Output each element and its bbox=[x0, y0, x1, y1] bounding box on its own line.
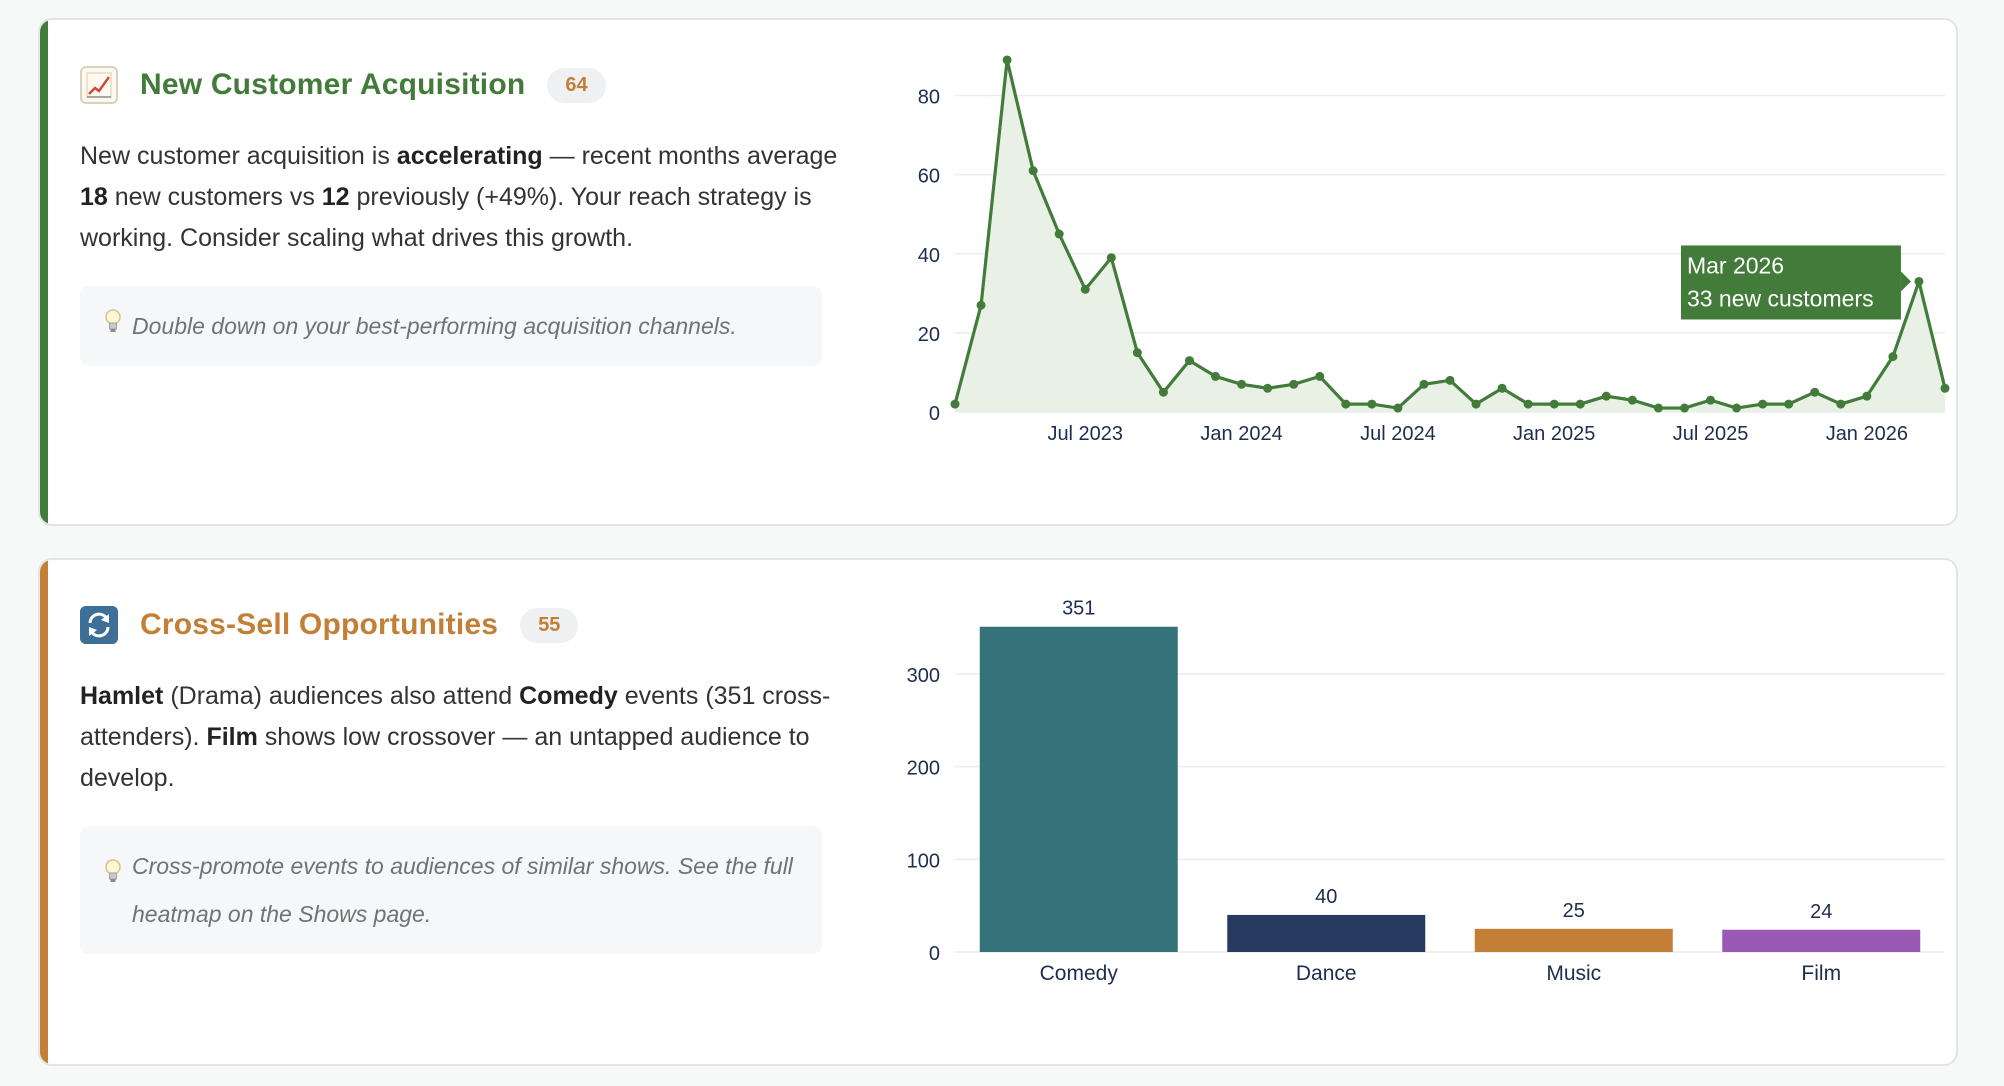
y-tick-label: 100 bbox=[907, 850, 940, 872]
tooltip-box bbox=[1680, 245, 1901, 320]
data-point bbox=[1080, 284, 1090, 294]
y-tick-label: 200 bbox=[907, 758, 940, 780]
x-tick-label: Jul 2024 bbox=[1360, 423, 1436, 445]
y-tick-label: 40 bbox=[918, 245, 940, 267]
bar-dance bbox=[1227, 914, 1426, 952]
data-point bbox=[1601, 391, 1611, 401]
bar-film bbox=[1722, 929, 1921, 952]
data-point bbox=[1028, 166, 1038, 176]
area-fill bbox=[955, 59, 1945, 412]
data-point bbox=[1184, 356, 1194, 366]
acquisition-title: New Customer Acquisition bbox=[140, 68, 526, 101]
acquisition-score-badge: 64 bbox=[547, 67, 606, 103]
data-point bbox=[1445, 375, 1455, 385]
data-point bbox=[1002, 55, 1012, 65]
data-point bbox=[1367, 399, 1377, 409]
data-point bbox=[1653, 403, 1663, 413]
x-tick-label: Jul 2025 bbox=[1673, 423, 1749, 445]
bar-value-label: 25 bbox=[1563, 900, 1585, 922]
bar-value-label: 40 bbox=[1315, 886, 1337, 908]
data-point bbox=[1706, 395, 1716, 405]
data-point bbox=[1263, 383, 1273, 393]
data-point bbox=[1810, 387, 1820, 397]
data-point bbox=[1627, 395, 1637, 405]
data-point bbox=[1393, 403, 1403, 413]
data-point bbox=[1732, 403, 1742, 413]
tooltip-arrow bbox=[1900, 271, 1911, 292]
bar-value-label: 351 bbox=[1062, 598, 1095, 620]
data-point bbox=[1341, 399, 1351, 409]
y-tick-label: 60 bbox=[918, 166, 940, 188]
data-point bbox=[1784, 399, 1794, 409]
lightbulb-icon bbox=[104, 852, 122, 900]
data-point bbox=[950, 399, 960, 409]
x-tick-label: Jan 2025 bbox=[1513, 423, 1595, 445]
cycle-arrows-icon bbox=[80, 606, 118, 644]
acquisition-line-chart: 0 20 40 60 80 Jul 2023 Jan 2024 Jul 2024 Jan 202… bbox=[918, 55, 1950, 445]
acquisition-tip-text: Double down on your best-performing acqu… bbox=[132, 313, 737, 339]
cross-sell-bar-chart: 0 100 200 300 351 Comedy 40 Dance 25 Music 24 Film bbox=[907, 598, 1945, 985]
data-point bbox=[1315, 371, 1325, 381]
data-point bbox=[1575, 399, 1585, 409]
data-point bbox=[1914, 276, 1924, 286]
y-tick-label: 80 bbox=[918, 87, 940, 109]
cross-sell-card: Cross-Sell Opportunities 55 Hamlet (Dram… bbox=[38, 558, 1958, 1066]
x-tick-label: Jul 2023 bbox=[1047, 423, 1123, 445]
cross-sell-tip: Cross-promote events to audiences of sim… bbox=[80, 826, 822, 954]
data-point bbox=[1054, 229, 1064, 239]
data-point bbox=[1549, 399, 1559, 409]
y-tick-label: 0 bbox=[929, 943, 940, 965]
data-point bbox=[1758, 399, 1768, 409]
bar-comedy bbox=[979, 626, 1178, 952]
x-category-label: Music bbox=[1546, 962, 1601, 985]
x-category-label: Film bbox=[1801, 962, 1841, 985]
chart-increasing-icon bbox=[80, 66, 118, 104]
x-tick-label: Jan 2026 bbox=[1826, 423, 1908, 445]
x-tick-label: Jan 2024 bbox=[1200, 423, 1282, 445]
data-point bbox=[1289, 379, 1299, 389]
acquisition-card: New Customer Acquisition 64 New customer… bbox=[38, 18, 1958, 526]
acquisition-description: New customer acquisition is accelerating… bbox=[80, 142, 838, 252]
data-point bbox=[1132, 348, 1142, 358]
cross-sell-title: Cross-Sell Opportunities bbox=[140, 608, 499, 641]
data-point bbox=[1679, 403, 1689, 413]
lightbulb-icon bbox=[104, 302, 122, 350]
acquisition-title-row: New Customer Acquisition 64 bbox=[80, 60, 606, 110]
tooltip-date: Mar 2026 bbox=[1687, 252, 1784, 278]
y-tick-label: 0 bbox=[929, 403, 940, 425]
y-tick-label: 20 bbox=[918, 324, 940, 346]
bar-value-label: 24 bbox=[1810, 901, 1832, 923]
acquisition-tip: Double down on your best-performing acqu… bbox=[80, 286, 822, 366]
x-category-label: Dance bbox=[1296, 962, 1357, 985]
data-point bbox=[1888, 352, 1898, 362]
data-point bbox=[1836, 399, 1846, 409]
data-point bbox=[1940, 383, 1950, 393]
tooltip-value: 33 new customers bbox=[1687, 285, 1874, 311]
data-point bbox=[1106, 253, 1116, 263]
bar-music bbox=[1474, 928, 1673, 952]
y-tick-label: 300 bbox=[907, 665, 940, 687]
cross-sell-description: Hamlet (Drama) audiences also attend Com… bbox=[80, 682, 831, 792]
cross-sell-tip-text: Cross-promote events to audiences of sim… bbox=[132, 853, 793, 927]
data-point bbox=[1211, 371, 1221, 381]
cross-sell-title-row: Cross-Sell Opportunities 55 bbox=[80, 600, 579, 650]
data-point bbox=[1158, 387, 1168, 397]
x-category-label: Comedy bbox=[1040, 962, 1119, 985]
data-point bbox=[1862, 391, 1872, 401]
data-point bbox=[1237, 379, 1247, 389]
data-point bbox=[1497, 383, 1507, 393]
data-point bbox=[1471, 399, 1481, 409]
cross-sell-score-badge: 55 bbox=[520, 607, 579, 643]
data-point bbox=[1523, 399, 1533, 409]
data-point bbox=[976, 300, 986, 310]
data-point bbox=[1419, 379, 1429, 389]
